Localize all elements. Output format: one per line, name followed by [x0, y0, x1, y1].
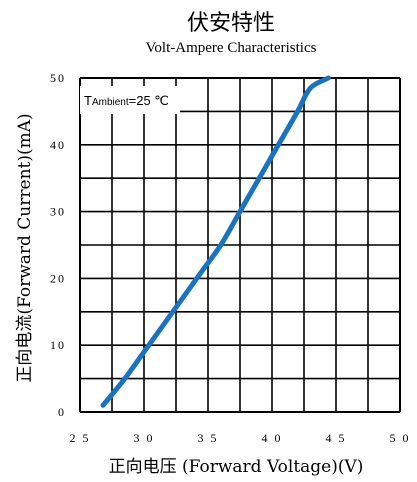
x-tick-labels: 2 5 3 0 3 5 4 0 4 5 5 0 — [70, 431, 411, 445]
y-tick-label: 20 — [50, 271, 66, 285]
chart-title: 伏安特性 — [187, 11, 275, 36]
x-tick-label: 3 0 — [134, 431, 155, 445]
x-tick-label: 4 5 — [326, 431, 347, 445]
annotation-value: =25 ℃ — [129, 93, 169, 108]
annotation-sub: Ambient — [92, 97, 129, 108]
y-tick-label: 40 — [50, 138, 66, 152]
y-tick-label: 50 — [50, 71, 66, 85]
iv-curve-line — [100, 75, 331, 408]
y-tick-labels: 0 10 20 30 40 50 — [50, 71, 66, 419]
x-axis-label: 正向电压 (Forward Voltage)(V) — [109, 457, 364, 477]
chart-subtitle: Volt-Ampere Characteristics — [146, 40, 317, 56]
x-tick-label: 2 5 — [70, 431, 91, 445]
annotation-prefix: T — [84, 93, 92, 108]
annotation-box — [80, 86, 180, 114]
x-tick-label: 4 0 — [262, 431, 283, 445]
series-layer — [100, 75, 331, 408]
y-axis-label: 正向电流(Forward Current)(mA) — [15, 113, 35, 382]
y-tick-label: 30 — [50, 205, 66, 219]
y-tick-label: 10 — [50, 338, 66, 352]
grid — [79, 77, 401, 413]
x-tick-label: 3 5 — [198, 431, 219, 445]
ambient-temperature-annotation: TAmbient=25 ℃ — [84, 93, 169, 108]
y-tick-label: 0 — [58, 405, 66, 419]
x-tick-label: 5 0 — [390, 431, 411, 445]
